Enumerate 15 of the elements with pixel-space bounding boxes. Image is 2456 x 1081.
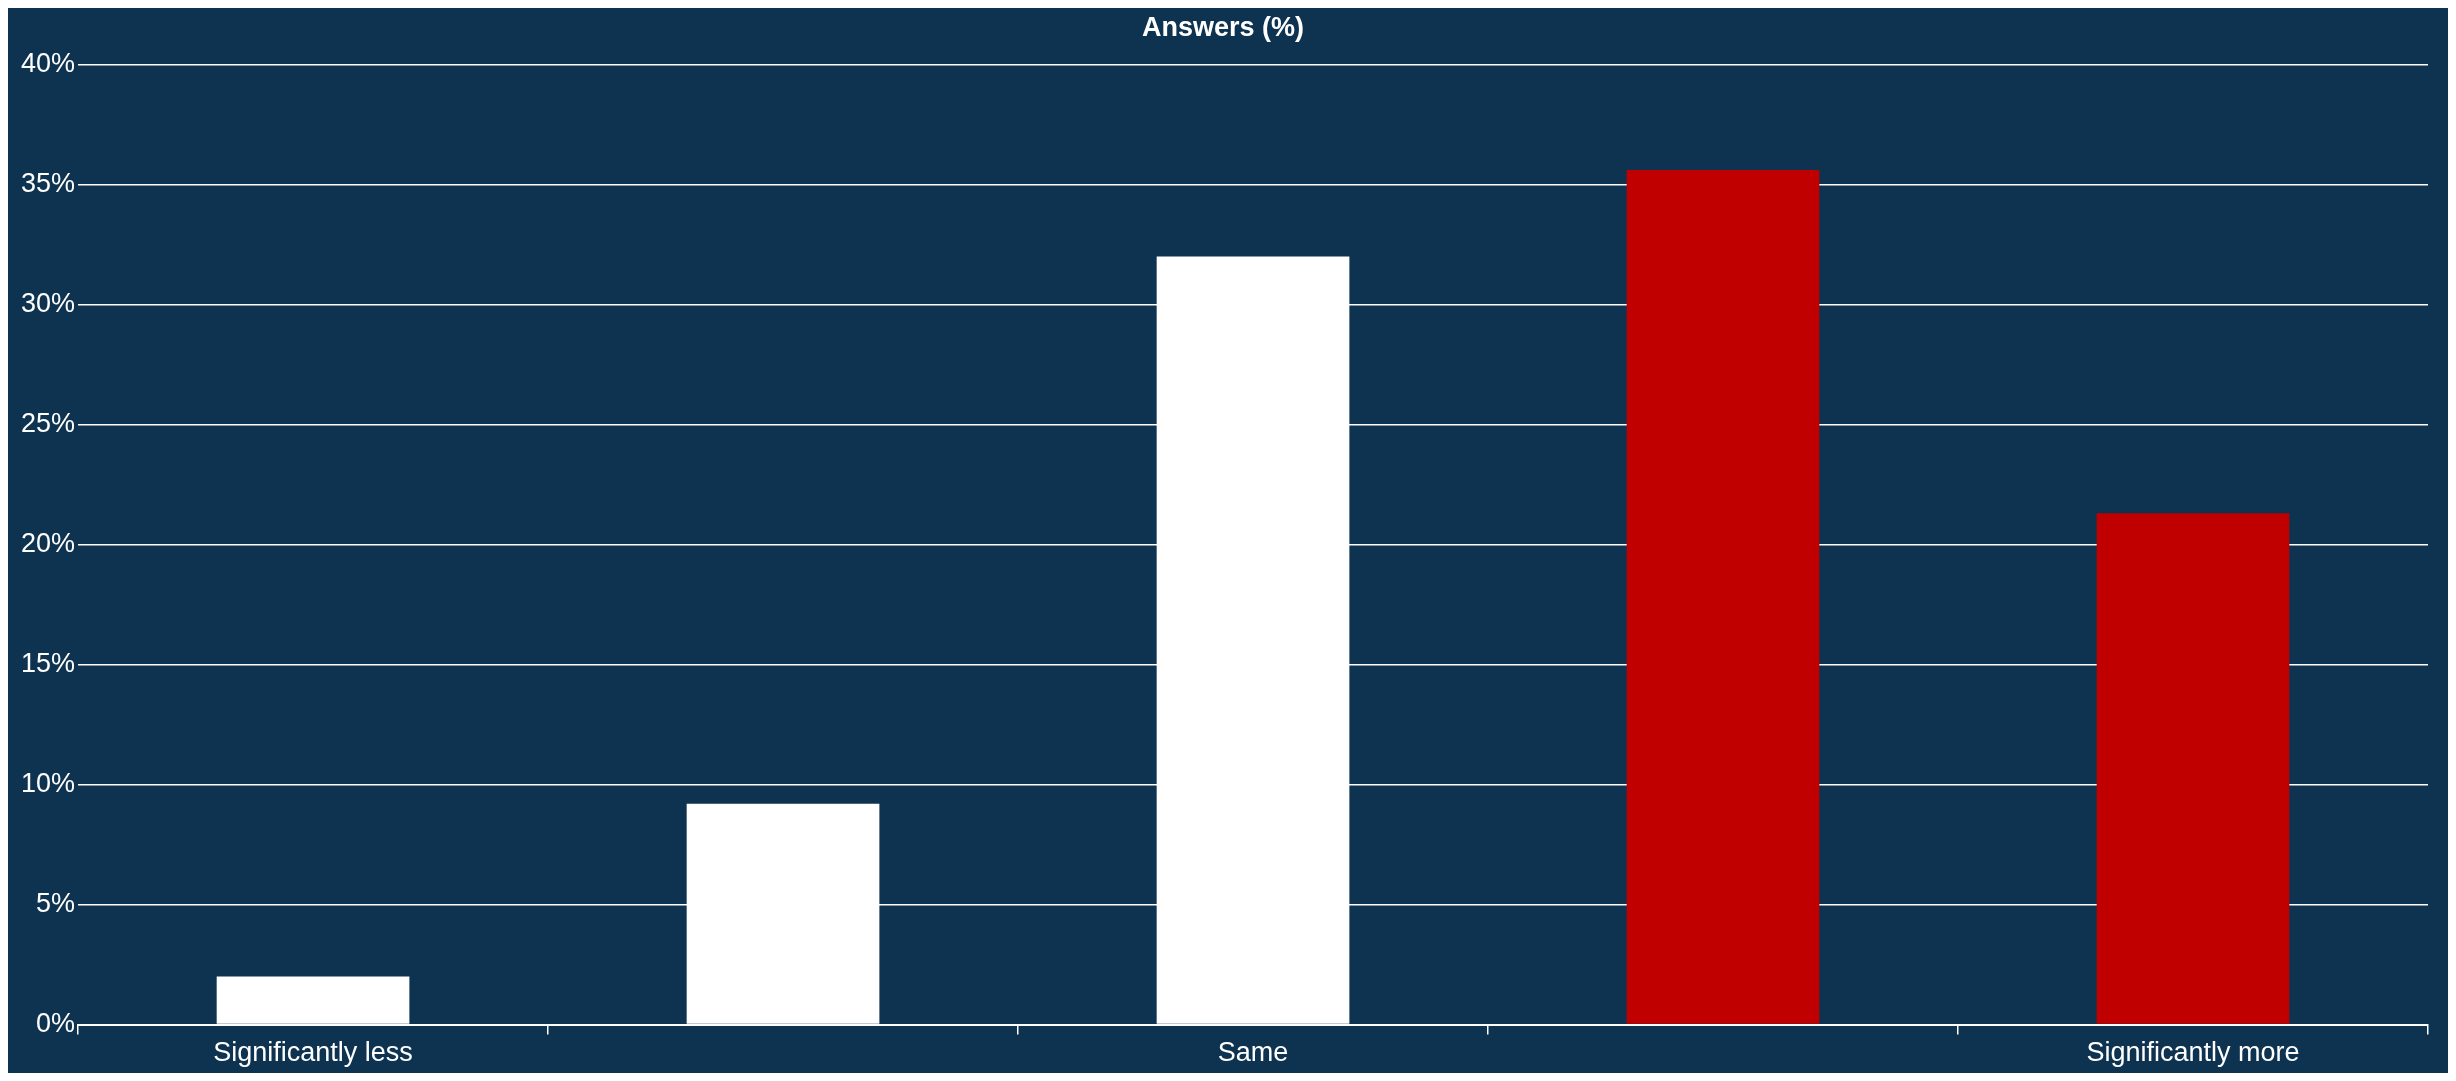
x-tick-label: Significantly more — [2086, 1037, 2300, 1068]
bar — [2096, 513, 2290, 1024]
y-tick-label: 0% — [36, 1008, 76, 1039]
y-tick-label: 15% — [20, 647, 76, 678]
x-tick-label: Significantly less — [213, 1037, 413, 1068]
y-tick-label: 5% — [36, 888, 76, 919]
y-tick-label: 35% — [20, 167, 76, 198]
chart-title: Answers (%) — [1141, 11, 1305, 42]
y-tick-label: 25% — [20, 407, 76, 438]
x-tick-label: Same — [1217, 1037, 1289, 1068]
y-tick-label: 10% — [20, 768, 76, 798]
y-tick-label: 20% — [20, 527, 76, 558]
bar — [1626, 170, 1820, 1024]
y-tick-label: 30% — [20, 287, 76, 318]
y-tick-label: 40% — [20, 47, 76, 78]
